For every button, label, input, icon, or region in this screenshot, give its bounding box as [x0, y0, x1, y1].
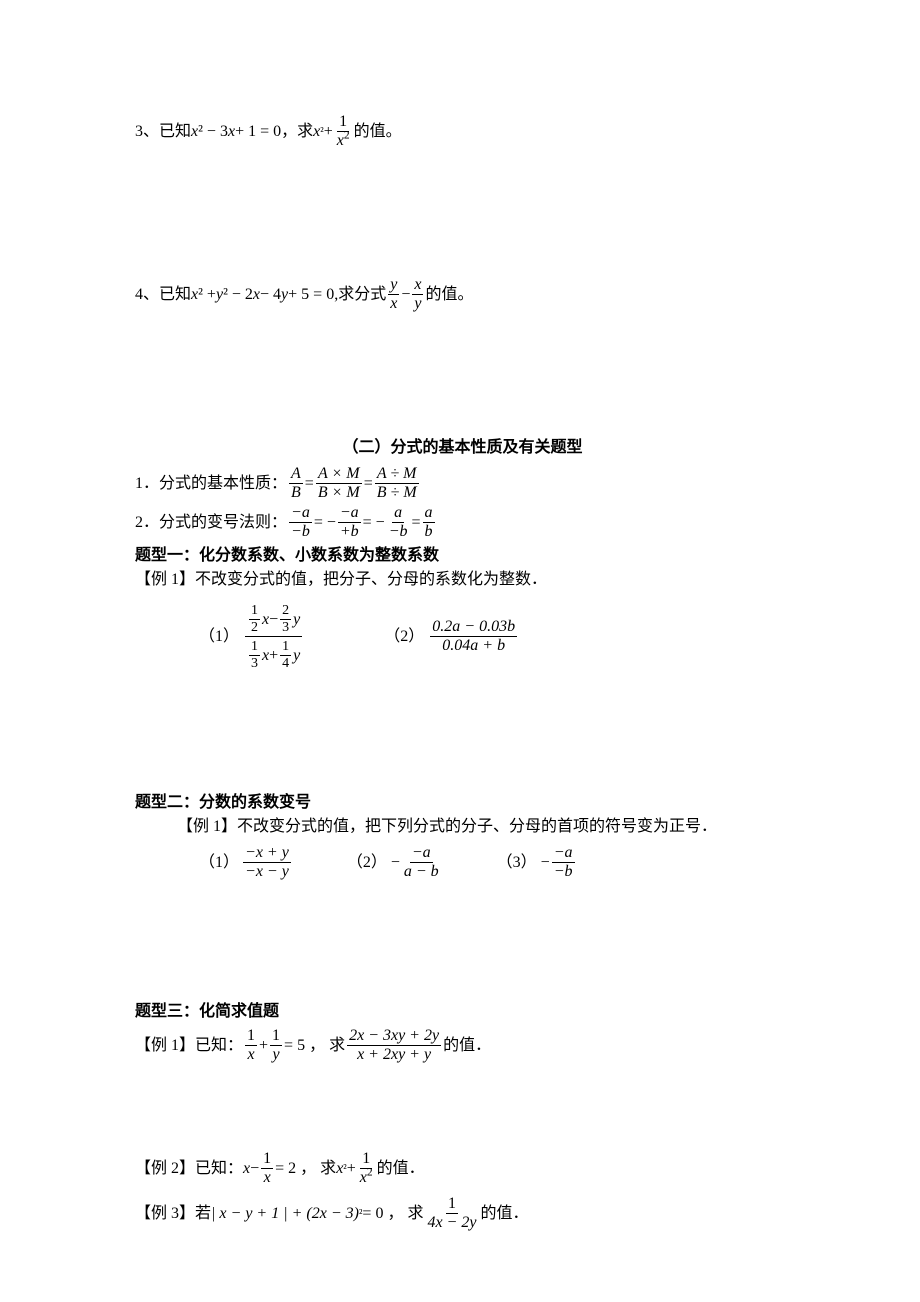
section-title: （二）分式的基本性质及有关题型: [135, 436, 790, 460]
q4-prefix: 4、已知: [135, 283, 191, 307]
type3-ex1: 【例 1】已知： 1 x + 1 y = 5 ， 求 2x − 3xy + 2y…: [135, 1028, 790, 1063]
type2-opt1: （1） −x + y −x − y: [199, 845, 293, 880]
q3-x2: x: [228, 120, 235, 144]
s2-f3: a −b: [387, 505, 410, 540]
s1-f2: A × M B × M: [316, 466, 362, 501]
type3-title: 题型三：化简求值题: [135, 1000, 790, 1024]
t3e2-f2: 1 x2: [358, 1151, 375, 1186]
t2-f2: −a a − b: [402, 845, 441, 880]
t3e3-f: 1 4x − 2y: [425, 1196, 478, 1231]
t3e1-f2: 1 y: [270, 1028, 282, 1063]
s2-f1: −a −b: [289, 505, 312, 540]
t1-nested-frac: 12 x − 23 y 13 x + 14 y: [245, 602, 302, 671]
t1-frac2: 0.2a − 0.03b 0.04a + b: [430, 619, 517, 654]
type1-opt2: （2） 0.2a − 0.03b 0.04a + b: [384, 619, 519, 654]
t3e1-f1: 1 x: [245, 1028, 257, 1063]
q3-plus: +: [324, 120, 333, 144]
q4-suffix: 的值。: [425, 283, 473, 307]
problem-4: 4、已知 x² + y² − 2 x − 4 y + 5 = 0, 求分式 y …: [135, 277, 790, 312]
q3-frac-den: x2: [335, 132, 352, 149]
s2-f4: a b: [423, 505, 435, 540]
s2-label: 2．分式的变号法则：: [135, 511, 287, 535]
type2-opt3: （3） − −a −b: [497, 845, 577, 880]
prop-2: 2．分式的变号法则： −a −b = − −a +b = − a −b = a …: [135, 505, 790, 540]
problem-3: 3、已知 x² − 3x + 1 = 0 ，求 x² + 1 x2 的值。: [135, 114, 790, 149]
type1-options: （1） 12 x − 23 y 13 x + 14 y: [199, 602, 790, 671]
q3-mid: ，求: [281, 120, 313, 144]
s1-label: 1．分式的基本性质：: [135, 472, 287, 496]
type2-title: 题型二：分数的系数变号: [135, 791, 790, 815]
prop-1: 1．分式的基本性质： A B = A × M B × M = A ÷ M B ÷…: [135, 466, 790, 501]
type2-example: 【例 1】不改变分式的值，把下列分式的分子、分母的首项的符号变为正号．: [177, 815, 790, 839]
t1-nested-bot: 13 x + 14 y: [245, 637, 302, 671]
t3e2-f1: 1 x: [261, 1151, 273, 1186]
s1-f1: A B: [289, 466, 303, 501]
type1-title: 题型一：化分数系数、小数系数为整数系数: [135, 544, 790, 568]
type2-opt2: （2） − −a a − b: [347, 845, 443, 880]
q3-x1: x: [191, 120, 198, 144]
q4-f2: x y: [412, 277, 423, 312]
t2-f1: −x + y −x − y: [243, 845, 291, 880]
t1-nested-top: 12 x − 23 y: [245, 602, 302, 637]
type2-options: （1） −x + y −x − y （2） − −a a − b （3） − −…: [199, 845, 790, 880]
q3-frac: 1 x2: [335, 114, 352, 149]
q3-prefix: 3、已知: [135, 120, 191, 144]
type1-example: 【例 1】不改变分式的值，把分子、分母的系数化为整数．: [135, 568, 790, 592]
t2-f3: −a −b: [552, 845, 575, 880]
q3-tx: x: [313, 120, 320, 144]
s2-f2: −a +b: [338, 505, 361, 540]
q3-suffix: 的值。: [354, 120, 402, 144]
type1-opt1: （1） 12 x − 23 y 13 x + 14 y: [199, 602, 304, 671]
s1-f3: A ÷ M B ÷ M: [375, 466, 419, 501]
q3-t2: + 1 = 0: [235, 120, 281, 144]
t3e1-big: 2x − 3xy + 2y x + 2xy + y: [347, 1028, 441, 1063]
type3-ex2: 【例 2】已知： x − 1 x = 2 ， 求 x² + 1 x2 的值．: [135, 1151, 790, 1186]
q4-mid: 求分式: [338, 283, 386, 307]
q3-t1: ² − 3: [198, 120, 228, 144]
t1-opt2-label: （2）: [384, 625, 424, 649]
t1-opt1-label: （1）: [199, 625, 239, 649]
q4-f1: y x: [388, 277, 399, 312]
type3-ex3: 【例 3】若 | x − y + 1 | + (2x − 3)² = 0 ， 求…: [135, 1196, 790, 1231]
